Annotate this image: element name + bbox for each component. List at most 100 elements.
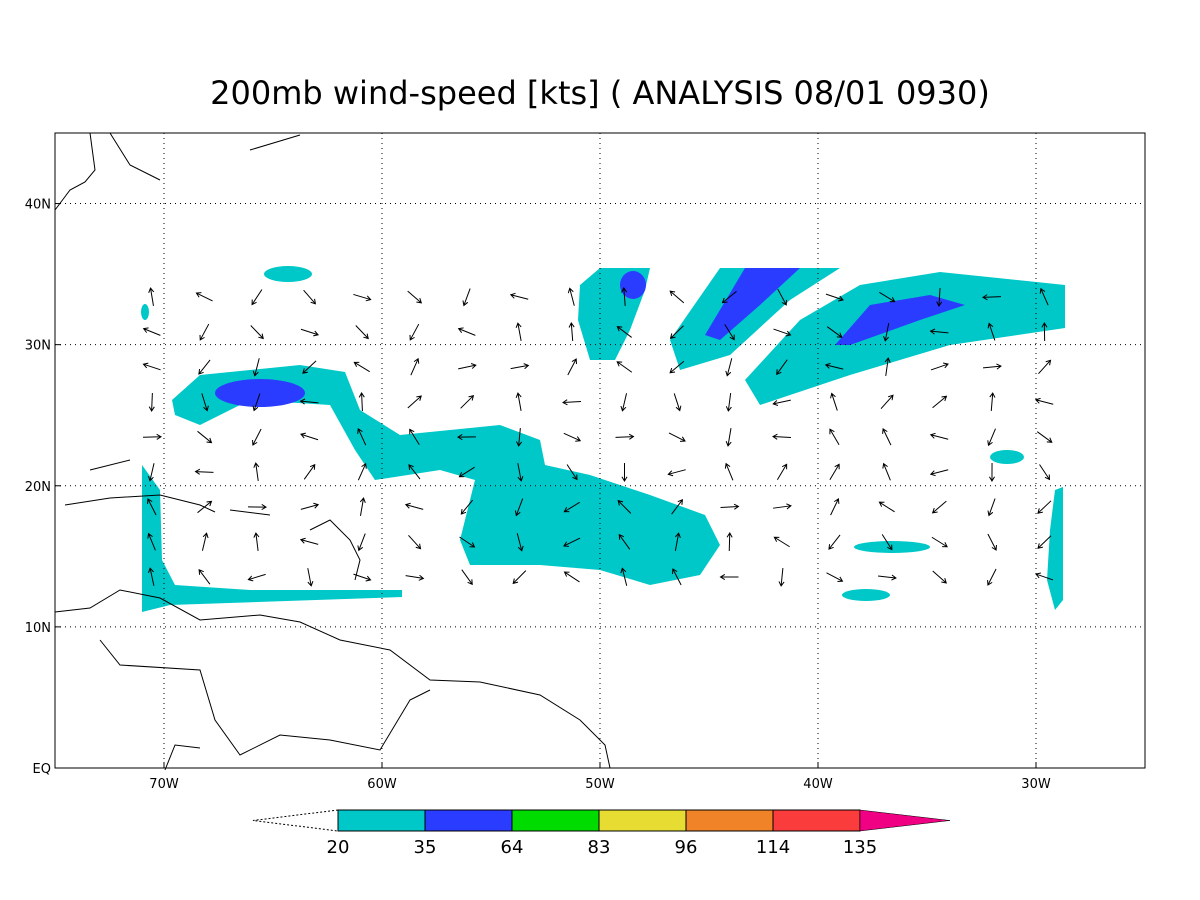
wind-arrow [147,498,157,516]
wind-arrow [562,399,582,406]
wind-arrow [247,573,266,582]
wind-arrow [773,503,792,510]
wind-arrow [884,357,891,376]
wind-arrow [563,537,581,547]
wind-arrow [721,290,737,304]
x-tick-label: 60W [367,777,397,792]
wind-arrow [987,568,997,586]
wind-arrow [987,428,996,447]
wind-arrow [667,469,686,477]
wind-arrow [510,363,530,370]
wind-arrow [357,462,367,481]
wind-arrow [355,325,369,340]
wind-arrow [516,533,524,552]
x-tick-label: 70W [149,777,179,792]
wind-arrow [567,358,577,376]
wind-speed-fill [141,266,1065,612]
wind-arrow [515,322,522,341]
wind-arrow [514,498,524,517]
wind-arrow [777,288,787,306]
colorbar-label: 83 [588,837,611,858]
wind-arrow [353,573,372,582]
wind-arrow [148,567,155,586]
wind-arrow [253,532,260,551]
wind-arrow [620,567,628,586]
wind-arrow [148,392,155,412]
wind-arrow [457,434,477,441]
colorbar-label: 114 [756,837,790,858]
colorbar-box [685,809,774,832]
wind-arrow [252,428,262,446]
wind-arrow [407,395,422,409]
x-tick-label: 50W [585,777,615,792]
wind-arrow [1034,397,1054,405]
colorbar-over [859,809,951,832]
wind-arrow [1035,572,1054,581]
wind-arrow [251,289,263,306]
wind-arrow [563,432,582,442]
wind-arrow [509,292,529,300]
wind-arrow [516,427,523,447]
wind-arrow [724,462,734,481]
wind-arrow [517,463,524,482]
wind-arrow [616,361,633,373]
wind-arrow [567,287,575,306]
wind-arrow [568,322,575,342]
wind-arrow [620,393,628,412]
wind-arrow [303,289,317,305]
wind-arrow [824,362,844,370]
colorbar-label: 96 [675,837,698,858]
colorbar-label: 64 [501,837,524,858]
wind-arrow [460,499,474,515]
wind-arrow [1041,322,1048,342]
graticule: 70W 60W 50W 40W 30W EQ 10N 20N 30N 40N [25,133,1145,792]
wind-arrow [201,393,209,412]
wind-arrow [404,502,424,510]
wind-arrow [669,290,685,304]
wind-arrow [776,463,788,480]
wind-arrow [877,574,897,581]
wind-arrow [883,323,890,342]
wind-arrow [672,568,682,586]
wind-arrow [408,535,422,550]
wind-arrow [929,432,949,440]
wind-arrow [773,328,792,337]
wind-arrow [302,360,317,374]
wind-arrow [720,503,740,510]
colorbar: 20 35 64 83 96 114 135 [252,809,951,858]
wind-arrow [147,463,155,482]
wind-arrow [830,498,840,516]
wind-arrow [357,427,367,446]
wind-arrow [616,325,632,338]
wind-arrow [195,292,213,302]
wind-arrow [932,570,947,584]
wind-arrow [982,294,1002,301]
wind-arrow [142,327,161,336]
coastlines [54,132,611,771]
wind-arrow [197,500,213,514]
wind-arrow [828,534,841,550]
wind-arrow [458,363,477,370]
wind-arrow [669,325,684,339]
wind-arrow [880,394,894,410]
title: 200mb wind-speed [kts] ( ANALYSIS 08/01 … [210,74,990,112]
wind-arrow [458,466,475,478]
wind-arrow [825,293,844,302]
wind-arrow [459,536,476,548]
x-tick-label: 40W [803,777,833,792]
wind-arrow [989,392,996,412]
wind-arrow [724,324,735,341]
wind-arrow [462,288,471,307]
wind-arrow [615,433,635,440]
wind-arrow [252,358,260,377]
wind-arrow [461,569,473,586]
wind-arrow [929,469,949,477]
wind-arrow [621,462,628,482]
wind-arrow [300,502,320,510]
wind-arrow [987,498,996,517]
y-tick-label: EQ [33,762,51,777]
colorbar-box [424,809,513,832]
wind-arrow [407,290,423,304]
wind-arrow [879,291,896,303]
